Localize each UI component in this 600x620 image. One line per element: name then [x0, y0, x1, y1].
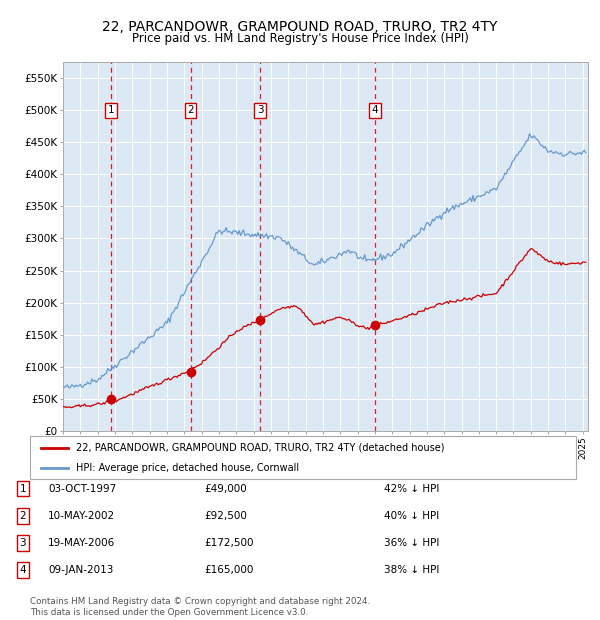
Text: 2: 2 [19, 511, 26, 521]
Text: 38% ↓ HPI: 38% ↓ HPI [384, 565, 439, 575]
Text: 22, PARCANDOWR, GRAMPOUND ROAD, TRURO, TR2 4TY (detached house): 22, PARCANDOWR, GRAMPOUND ROAD, TRURO, T… [76, 443, 445, 453]
Text: 22, PARCANDOWR, GRAMPOUND ROAD, TRURO, TR2 4TY: 22, PARCANDOWR, GRAMPOUND ROAD, TRURO, T… [103, 20, 497, 34]
Text: 1: 1 [19, 484, 26, 494]
Text: Contains HM Land Registry data © Crown copyright and database right 2024.
This d: Contains HM Land Registry data © Crown c… [30, 598, 370, 617]
Text: 2: 2 [187, 105, 194, 115]
Text: £165,000: £165,000 [204, 565, 253, 575]
Text: 42% ↓ HPI: 42% ↓ HPI [384, 484, 439, 494]
Text: £172,500: £172,500 [204, 538, 253, 548]
Text: 1: 1 [107, 105, 114, 115]
Text: 09-JAN-2013: 09-JAN-2013 [48, 565, 113, 575]
Text: 36% ↓ HPI: 36% ↓ HPI [384, 538, 439, 548]
Text: 19-MAY-2006: 19-MAY-2006 [48, 538, 115, 548]
Text: £92,500: £92,500 [204, 511, 247, 521]
FancyBboxPatch shape [30, 436, 576, 479]
Text: 10-MAY-2002: 10-MAY-2002 [48, 511, 115, 521]
Text: 40% ↓ HPI: 40% ↓ HPI [384, 511, 439, 521]
Text: 4: 4 [372, 105, 379, 115]
Text: 3: 3 [19, 538, 26, 548]
Text: 03-OCT-1997: 03-OCT-1997 [48, 484, 116, 494]
Text: 3: 3 [257, 105, 263, 115]
Text: £49,000: £49,000 [204, 484, 247, 494]
Text: Price paid vs. HM Land Registry's House Price Index (HPI): Price paid vs. HM Land Registry's House … [131, 32, 469, 45]
Text: 4: 4 [19, 565, 26, 575]
Text: HPI: Average price, detached house, Cornwall: HPI: Average price, detached house, Corn… [76, 463, 299, 473]
